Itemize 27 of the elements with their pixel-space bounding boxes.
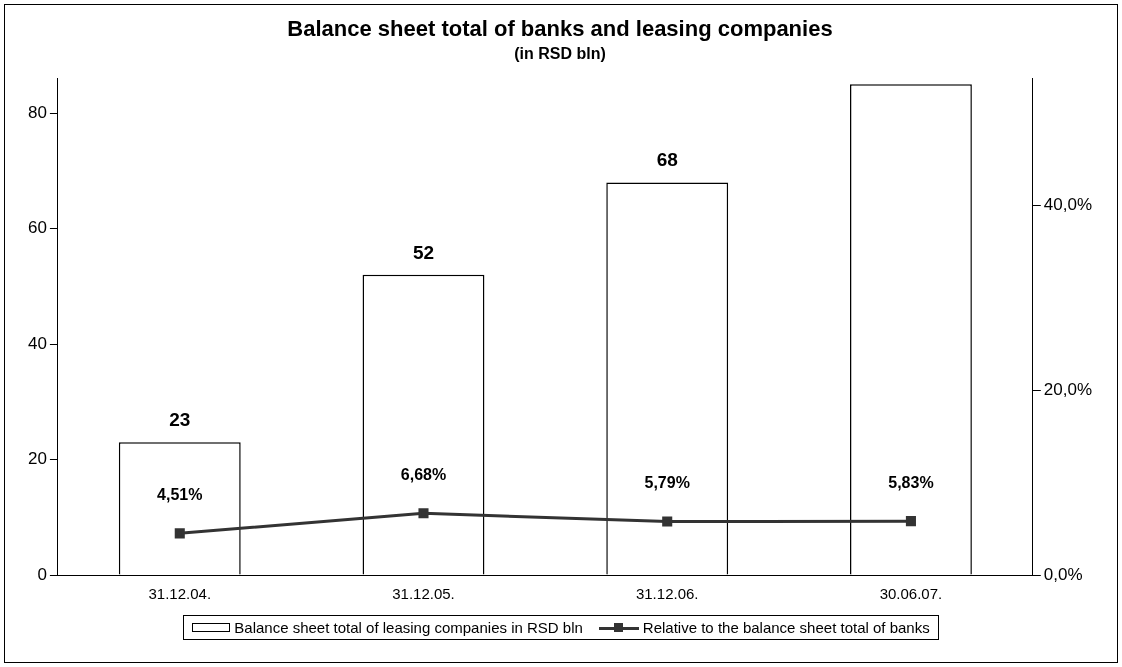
x-tick-label: 31.12.06.	[635, 585, 699, 603]
data-label: 6,68%	[400, 465, 447, 483]
point	[174, 528, 185, 539]
y2-tick-label: 40,0%	[1043, 195, 1092, 215]
text: Balance sheet total of leasing companies in RSD bln	[234, 619, 583, 636]
point	[662, 516, 673, 527]
point	[418, 508, 429, 519]
data-label: 5,83%	[888, 473, 934, 491]
chart-subtitle: (in RSD bln)	[514, 45, 606, 63]
x-tick-label: 31.12.04.	[148, 585, 212, 603]
data-label: 23	[169, 408, 191, 430]
data-label: 5,79%	[644, 473, 690, 491]
y-tick-label: 40	[27, 333, 47, 353]
y-tick-label: 0	[37, 564, 47, 584]
chart-title: Balance sheet total of banks and leasing companies	[287, 16, 833, 42]
legend-label: Relative to the balance sheet total of banks	[642, 619, 930, 636]
y-tick-label: 60	[27, 218, 47, 238]
x-tick-label: 30.06.07.	[879, 585, 943, 603]
x-tick-label: 31.12.05.	[392, 585, 455, 603]
y-tick-label: 20	[27, 449, 47, 469]
y2-tick-label: 0,0%	[1043, 564, 1083, 584]
data-label: 68	[656, 149, 678, 171]
y2-tick-label: 20,0%	[1043, 379, 1092, 399]
data-label: 4,51%	[157, 485, 203, 503]
data-label: 52	[412, 241, 435, 263]
point	[905, 516, 916, 527]
y-tick-label: 80	[27, 102, 47, 122]
